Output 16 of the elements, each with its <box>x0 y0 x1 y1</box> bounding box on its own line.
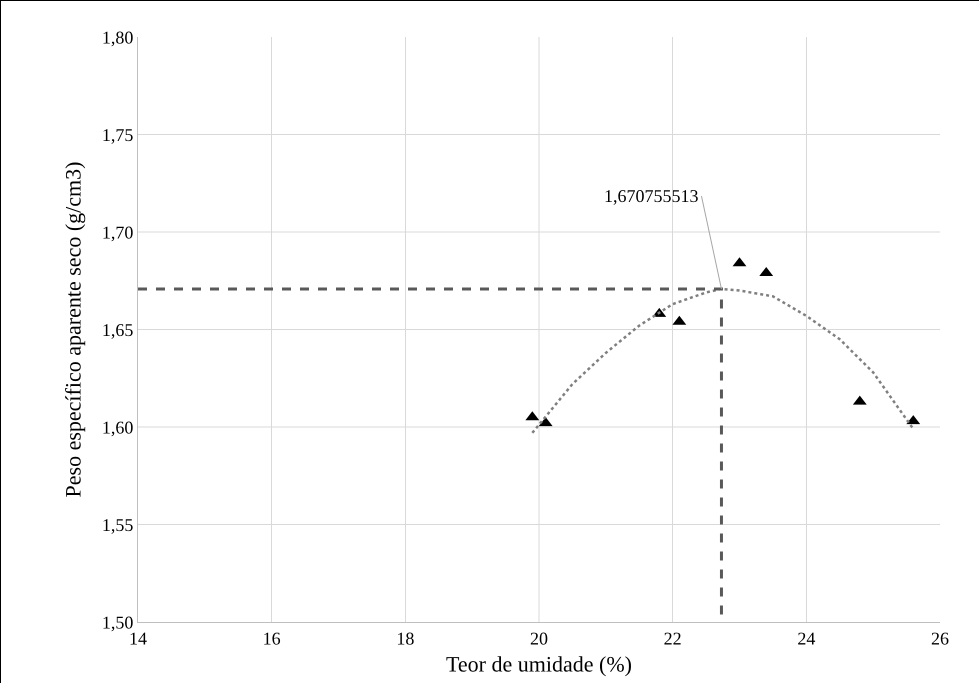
x-tick-label: 18 <box>396 628 414 649</box>
y-axis-title: Peso específico aparente seco (g/cm3) <box>60 162 86 498</box>
x-tick-label: 22 <box>664 628 682 649</box>
y-tick-label: 1,75 <box>102 124 134 145</box>
y-tick-label: 1,60 <box>102 417 134 438</box>
x-tick-label: 20 <box>530 628 548 649</box>
x-tick-label: 16 <box>262 628 281 649</box>
x-axis-title: Teor de umidade (%) <box>446 652 632 676</box>
x-tick-label: 26 <box>931 628 949 649</box>
line-series <box>531 288 915 434</box>
y-tick-label: 1,65 <box>102 320 134 340</box>
y-tick-label: 1,80 <box>102 27 134 48</box>
y-tick-label: 1,70 <box>102 222 134 242</box>
annotation: 1,670755513 <box>604 186 698 206</box>
y-tick-label: 1,55 <box>102 514 134 535</box>
x-tick-label: 24 <box>797 628 816 649</box>
